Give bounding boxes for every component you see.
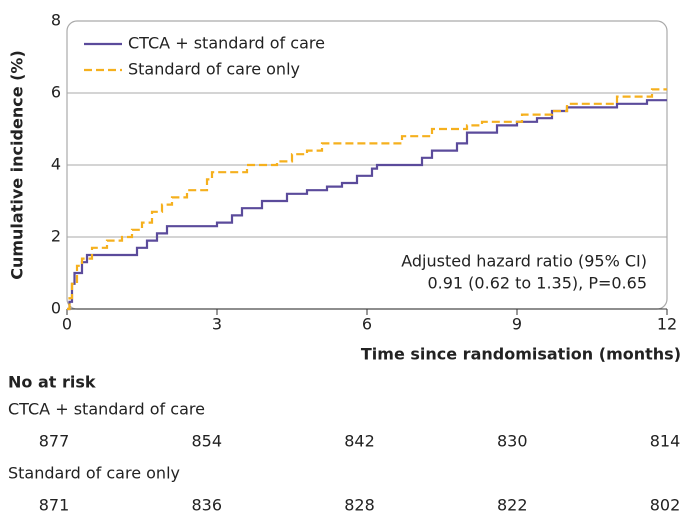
risk-count: 828 [344, 496, 375, 512]
y-tick-label: 6 [51, 83, 61, 102]
risk-count: 854 [191, 432, 222, 451]
x-tick-label: 3 [212, 315, 222, 334]
y-tick-label: 0 [51, 299, 61, 318]
annotation: Adjusted hazard ratio (95% CI) [401, 252, 647, 271]
risk-count: 822 [497, 496, 528, 512]
annotation: 0.91 (0.62 to 1.35), P=0.65 [427, 274, 647, 293]
risk-count: 836 [191, 496, 222, 512]
y-tick-label: 2 [51, 227, 61, 246]
risk-count: 842 [344, 432, 375, 451]
step-line [67, 88, 667, 311]
risk-count: 877 [39, 432, 70, 451]
risk-count: 814 [650, 432, 681, 451]
risk-count: 830 [497, 432, 528, 451]
y-axis-label: Cumulative incidence (%) [8, 50, 27, 280]
y-tick-label: 4 [51, 155, 61, 174]
x-axis-label: Time since randomisation (months) [361, 345, 681, 364]
x-tick-label: 0 [62, 315, 72, 334]
step-line [67, 99, 667, 311]
y-tick-label: 8 [51, 11, 61, 30]
risk-row-name: CTCA + standard of care [8, 400, 205, 419]
x-tick-label: 9 [512, 315, 522, 334]
risk-table-title: No at risk [8, 373, 96, 392]
legend-label: Standard of care only [128, 60, 300, 79]
risk-count: 871 [39, 496, 70, 512]
x-tick-label: 12 [657, 315, 677, 334]
legend-label: CTCA + standard of care [128, 34, 325, 53]
risk-count: 802 [650, 496, 681, 512]
risk-row-name: Standard of care only [8, 464, 180, 483]
x-tick-label: 6 [362, 315, 372, 334]
